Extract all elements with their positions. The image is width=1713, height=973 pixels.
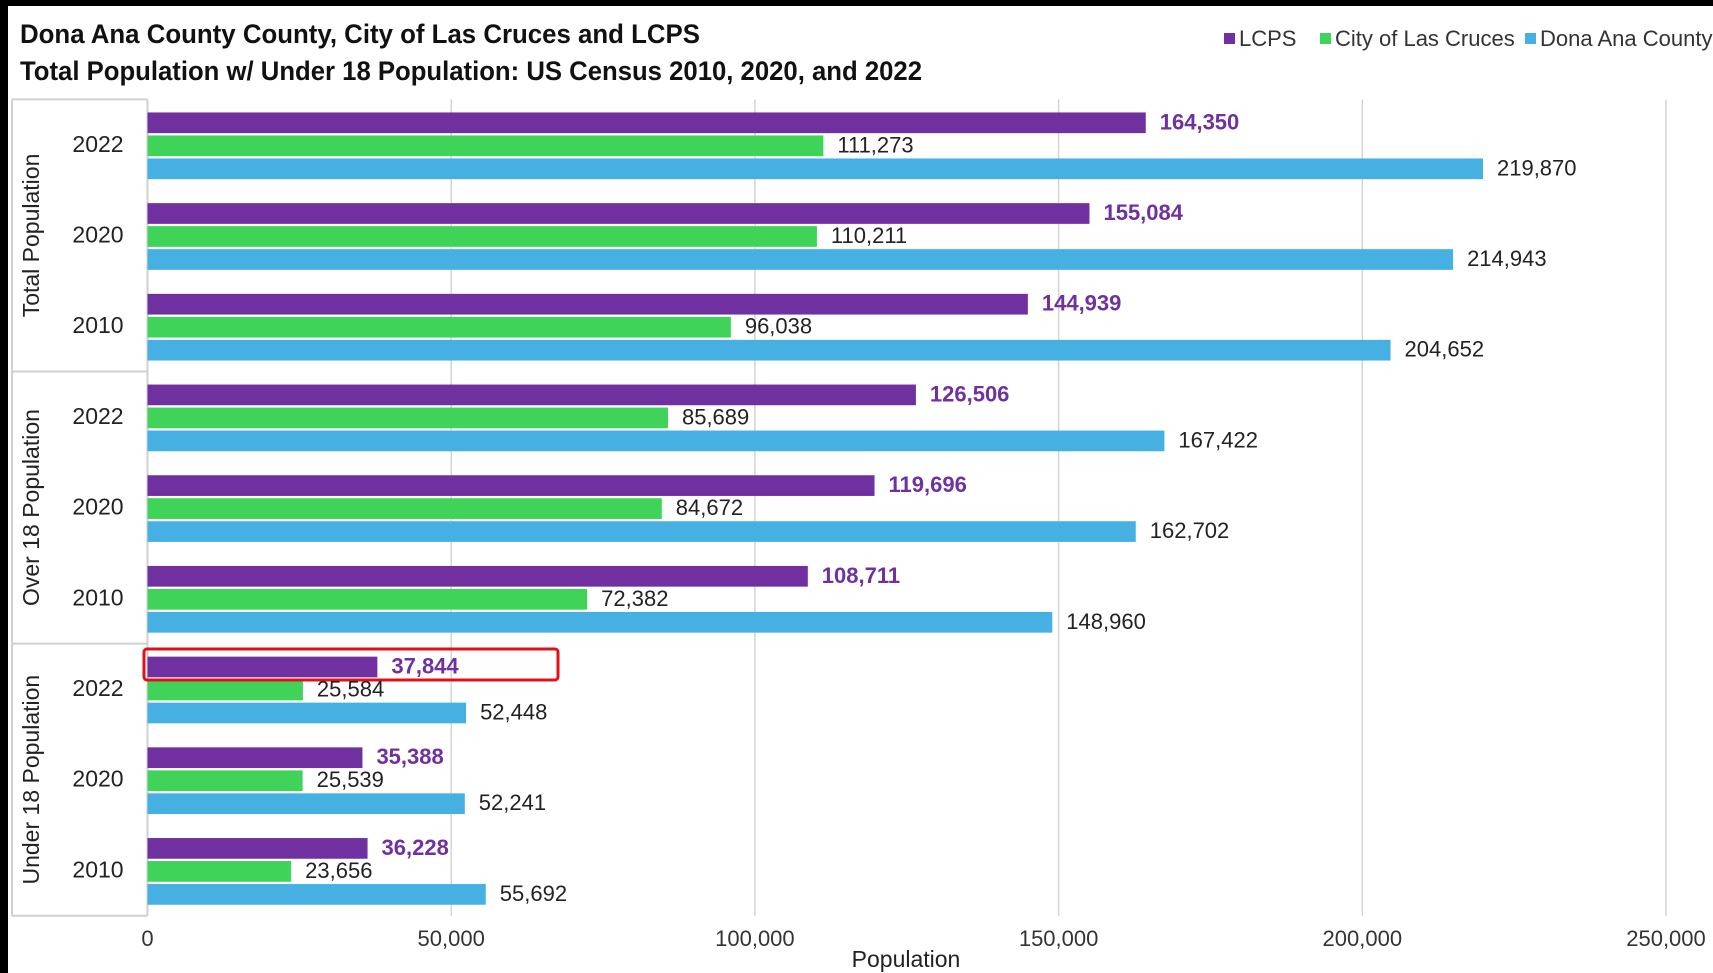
- data-label: 72,382: [601, 586, 668, 611]
- y-tick-label: 2020: [72, 494, 123, 520]
- y-tick-label: 2022: [72, 131, 123, 157]
- y-tick-label: 2022: [72, 403, 123, 429]
- data-label: 155,084: [1103, 200, 1183, 225]
- group-label: Total Population: [18, 154, 44, 318]
- legend-label: City of Las Cruces: [1335, 26, 1515, 51]
- bar: [147, 249, 1454, 270]
- bar: [147, 203, 1090, 224]
- bar: [147, 226, 817, 247]
- data-label: 37,844: [391, 653, 459, 678]
- y-tick-label: 2020: [72, 222, 123, 248]
- y-tick-label: 2020: [72, 766, 123, 792]
- bar: [147, 702, 467, 724]
- x-tick-label: 150,000: [1019, 926, 1099, 951]
- bar: [147, 498, 662, 519]
- bar: [147, 884, 486, 905]
- legend-swatch: [1525, 33, 1536, 44]
- y-tick-label: 2010: [72, 584, 123, 610]
- bar: [147, 838, 368, 859]
- data-label: 96,038: [745, 314, 812, 339]
- data-label: 144,939: [1042, 291, 1122, 316]
- bar: [147, 339, 1391, 361]
- legend-swatch: [1224, 33, 1235, 44]
- bar: [147, 770, 303, 792]
- highlight-box: [142, 647, 560, 682]
- data-label: 23,656: [305, 858, 372, 883]
- legend-swatch: [1320, 33, 1331, 44]
- data-label: 25,539: [317, 767, 384, 792]
- data-label: 126,506: [930, 381, 1010, 406]
- chart-subtitle: Total Population w/ Under 18 Population:…: [20, 56, 922, 86]
- data-label: 214,943: [1467, 246, 1547, 271]
- bar: [147, 565, 808, 587]
- bar: [147, 656, 378, 678]
- group-label: Over 18 Population: [18, 409, 44, 606]
- x-tick-label: 200,000: [1323, 926, 1403, 951]
- x-tick-label: 0: [141, 926, 153, 951]
- data-label: 55,692: [500, 881, 567, 906]
- data-label: 35,388: [376, 744, 443, 769]
- data-label: 25,584: [317, 676, 384, 701]
- data-label: 36,228: [382, 835, 449, 860]
- data-label: 84,672: [676, 495, 743, 520]
- x-tick-label: 100,000: [715, 926, 795, 951]
- group-label: Under 18 Population: [18, 675, 44, 885]
- bar: [147, 475, 875, 496]
- data-label: 52,241: [479, 790, 546, 815]
- bar: [147, 747, 363, 769]
- x-axis-label: Population: [852, 946, 961, 972]
- bar: [147, 135, 824, 157]
- data-label: 204,652: [1405, 337, 1485, 362]
- bar: [147, 384, 916, 406]
- bar: [147, 293, 1028, 315]
- data-label: 52,448: [480, 699, 547, 724]
- data-label: 167,422: [1178, 427, 1258, 452]
- bar: [147, 407, 668, 429]
- data-label: 148,960: [1066, 609, 1146, 634]
- bar: [147, 861, 292, 882]
- bar: [147, 521, 1136, 542]
- data-label: 219,870: [1497, 155, 1577, 180]
- y-tick-label: 2022: [72, 675, 123, 701]
- data-label: 110,211: [831, 223, 907, 248]
- data-label: 162,702: [1150, 518, 1230, 543]
- x-tick-label: 250,000: [1626, 926, 1706, 951]
- y-tick-label: 2010: [72, 312, 123, 338]
- legend-label: LCPS: [1239, 26, 1296, 51]
- y-tick-label: 2010: [72, 856, 123, 882]
- data-label: 164,350: [1160, 109, 1240, 134]
- bar: [147, 793, 465, 815]
- chart-title: Dona Ana County County, City of Las Cruc…: [20, 19, 700, 49]
- bar: [147, 430, 1165, 452]
- legend-label: Dona Ana County: [1540, 26, 1712, 51]
- bar: [147, 158, 1483, 180]
- data-label: 111,273: [837, 132, 913, 157]
- bar: [147, 611, 1053, 633]
- bar: [147, 679, 303, 701]
- data-label: 108,711: [822, 563, 900, 588]
- data-label: 119,696: [889, 472, 967, 497]
- x-tick-label: 50,000: [418, 926, 485, 951]
- bar: [147, 588, 588, 610]
- bar: [147, 316, 731, 338]
- data-label: 85,689: [682, 404, 749, 429]
- bar: [147, 112, 1146, 134]
